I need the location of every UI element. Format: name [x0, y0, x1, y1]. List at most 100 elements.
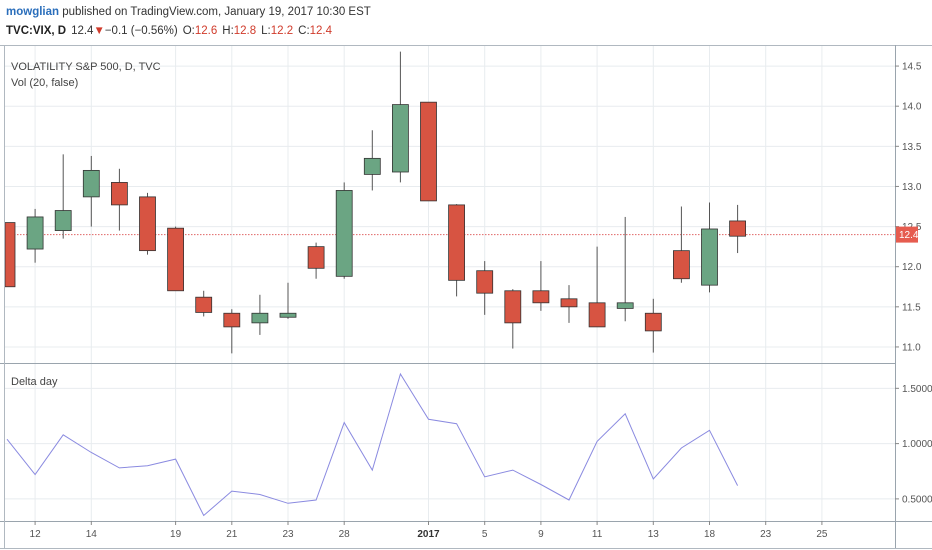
- chart-header: mowglian published on TradingView.com, J…: [0, 0, 932, 44]
- candle: [26, 208, 44, 263]
- x-tick-label: 23: [760, 529, 772, 540]
- candle: [701, 202, 718, 293]
- candle-body: [195, 296, 213, 313]
- candle: [195, 290, 213, 317]
- candle-body: [729, 220, 746, 237]
- candle-body: [54, 210, 72, 231]
- y-tick-label: 1.5000: [902, 384, 932, 395]
- y-tick-label: 13.5: [902, 142, 922, 153]
- x-tick-label: 28: [339, 529, 351, 540]
- y-tick-label: 11.5: [902, 302, 921, 313]
- low-value: 12.2: [270, 25, 294, 37]
- delta-axis[interactable]: 0.5000 1.0000 1.5000: [895, 384, 932, 506]
- author-link[interactable]: mowglian: [6, 6, 60, 18]
- candle: [504, 289, 522, 349]
- x-tick-label: 21: [226, 529, 238, 540]
- candle-body: [363, 157, 381, 175]
- candle: [673, 206, 690, 283]
- candle: [588, 246, 606, 328]
- x-tick-label: 2017: [417, 529, 440, 540]
- last-price-badge: 12.4: [896, 226, 919, 243]
- candle: [335, 182, 353, 279]
- x-tick-label: 18: [704, 529, 716, 540]
- x-tick-label: 11: [592, 529, 603, 540]
- y-tick-label: 14.0: [902, 102, 922, 113]
- candle: [223, 309, 241, 354]
- candle: [729, 204, 746, 254]
- down-arrow-icon: ▼: [93, 25, 105, 37]
- candle-body: [476, 270, 494, 294]
- candle-body: [139, 196, 156, 252]
- candle: [4, 222, 16, 288]
- y-tick-label: 14.5: [902, 62, 922, 73]
- candle-body: [588, 302, 606, 328]
- lower-pane-grid: [5, 364, 895, 521]
- candle-body: [279, 312, 297, 318]
- last-price: 12.4: [71, 25, 94, 37]
- published-text: published on TradingView.com, January 19…: [59, 6, 371, 18]
- main-pane-title: VOLATILITY S&P 500, D, TVC: [11, 61, 161, 73]
- x-tick-label: 25: [816, 529, 828, 540]
- candle-body: [111, 182, 128, 206]
- time-axis[interactable]: 12 14 19 21 23 28 2017 5 9 11 13 18 23 25: [30, 521, 828, 540]
- candle: [476, 261, 494, 315]
- candle-body: [560, 298, 578, 308]
- close-label: C:: [298, 25, 310, 37]
- open-value: 12.6: [194, 25, 218, 37]
- candle: [139, 192, 156, 255]
- candle-body: [616, 302, 634, 309]
- candle-body: [26, 216, 44, 250]
- x-tick-label: 5: [482, 529, 488, 540]
- delta-day-line: [6, 372, 739, 517]
- delta-day-title[interactable]: Delta day: [11, 376, 58, 388]
- candle-body: [251, 312, 269, 324]
- volume-indicator-label[interactable]: Vol (20, false): [11, 77, 78, 89]
- y-tick-label: 12.0: [902, 262, 922, 273]
- candle: [251, 294, 269, 335]
- candle: [363, 130, 381, 191]
- pane-borders: [0, 45, 932, 549]
- candle-body: [448, 204, 466, 281]
- candle: [167, 226, 185, 292]
- x-tick-label: 23: [282, 529, 294, 540]
- open-label: O:: [182, 25, 195, 37]
- symbol-name[interactable]: TVC:VIX, D: [6, 25, 67, 37]
- publish-info: mowglian published on TradingView.com, J…: [6, 6, 371, 18]
- high-value: 12.8: [233, 25, 257, 37]
- candle: [54, 154, 72, 239]
- candle-body: [4, 222, 16, 288]
- last-price-badge-bg: [896, 226, 918, 243]
- y-tick-label: 11.0: [902, 342, 921, 353]
- x-tick-label: 9: [538, 529, 544, 540]
- candle-body: [532, 290, 550, 304]
- symbol-legend: TVC:VIX, D 12.4▼−0.1 (−0.56%) O:12.6 H:12.8…: [6, 25, 332, 37]
- candle-body: [420, 101, 437, 202]
- candle: [391, 51, 409, 183]
- candle: [448, 204, 466, 297]
- candle-body: [701, 228, 718, 286]
- candle: [644, 298, 662, 353]
- candle-body: [167, 227, 185, 292]
- candle: [616, 216, 634, 322]
- candle-body: [673, 250, 690, 280]
- candle-body: [391, 104, 409, 173]
- candle-body: [644, 312, 662, 332]
- candle-body: [335, 190, 353, 277]
- candle: [279, 282, 297, 319]
- main-pane-grid: [5, 46, 895, 363]
- candle: [560, 285, 578, 323]
- low-label: L:: [261, 25, 271, 37]
- candle: [111, 168, 128, 231]
- x-tick-label: 13: [648, 529, 660, 540]
- last-price-badge-label: 12.4: [899, 230, 919, 241]
- y-tick-label: 1.0000: [902, 439, 932, 450]
- y-tick-label: 13.0: [902, 182, 922, 193]
- candle: [420, 101, 437, 202]
- price-axis[interactable]: 11.011.512.012.513.013.514.014.5: [895, 62, 922, 354]
- candle-body: [223, 312, 241, 328]
- candle-body: [504, 290, 522, 324]
- x-tick-label: 14: [86, 529, 98, 540]
- candle-body: [82, 169, 100, 198]
- candle: [82, 155, 100, 227]
